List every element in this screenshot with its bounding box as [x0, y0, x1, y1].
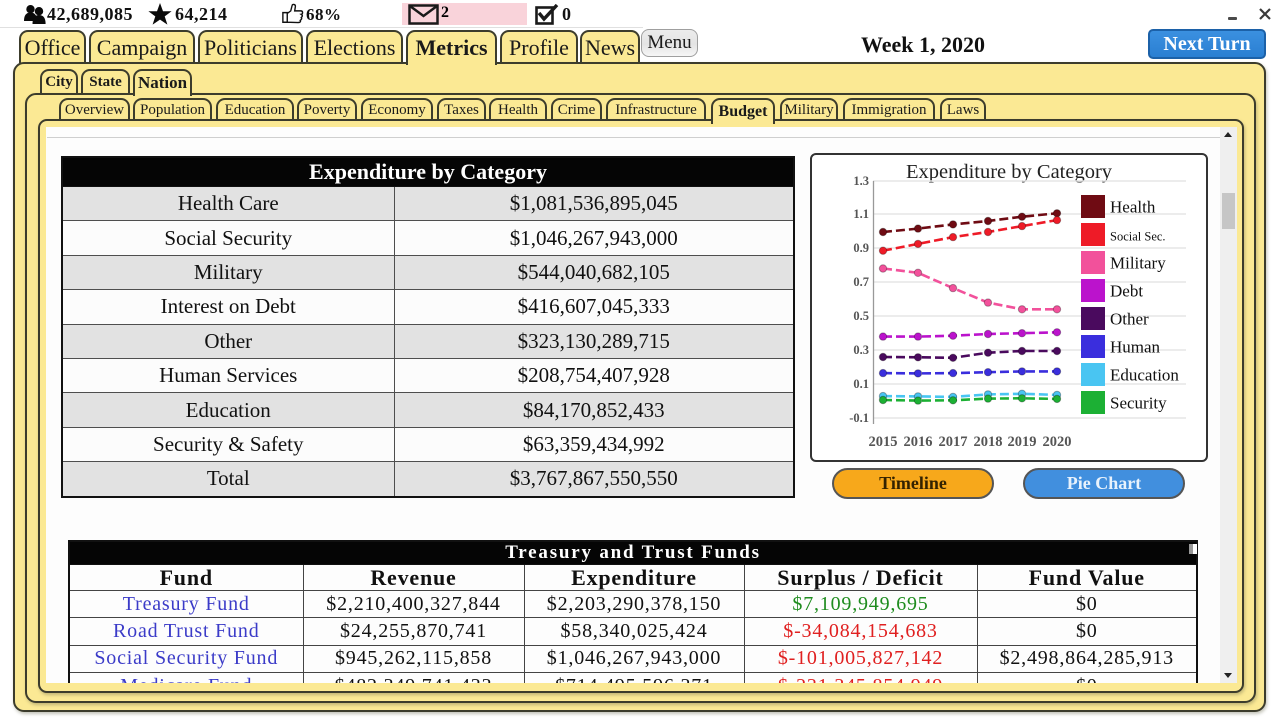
svg-text:1.3: 1.3: [853, 174, 869, 188]
svg-text:Health: Health: [1110, 198, 1156, 217]
svg-text:Debt: Debt: [1110, 282, 1143, 301]
svg-text:-0.1: -0.1: [849, 411, 869, 425]
svg-text:2020: 2020: [1043, 434, 1072, 450]
svg-text:Education: Education: [1110, 366, 1179, 385]
svg-text:2015: 2015: [869, 434, 898, 450]
svg-text:0.1: 0.1: [853, 377, 869, 391]
svg-text:Social Sec.: Social Sec.: [1110, 230, 1166, 244]
svg-text:0.5: 0.5: [853, 309, 869, 323]
svg-text:Military: Military: [1110, 254, 1166, 273]
svg-text:Security: Security: [1110, 394, 1167, 413]
svg-text:2018: 2018: [974, 434, 1003, 450]
svg-text:Expenditure by Category: Expenditure by Category: [906, 161, 1113, 183]
svg-text:2016: 2016: [904, 434, 933, 450]
svg-text:Human: Human: [1110, 338, 1161, 357]
svg-text:Other: Other: [1110, 310, 1149, 329]
svg-text:0.3: 0.3: [853, 343, 869, 357]
svg-text:1.1: 1.1: [853, 207, 869, 221]
svg-text:0.9: 0.9: [853, 241, 869, 255]
svg-text:2019: 2019: [1008, 434, 1037, 450]
svg-text:2017: 2017: [939, 434, 968, 450]
svg-text:0.7: 0.7: [853, 275, 869, 289]
